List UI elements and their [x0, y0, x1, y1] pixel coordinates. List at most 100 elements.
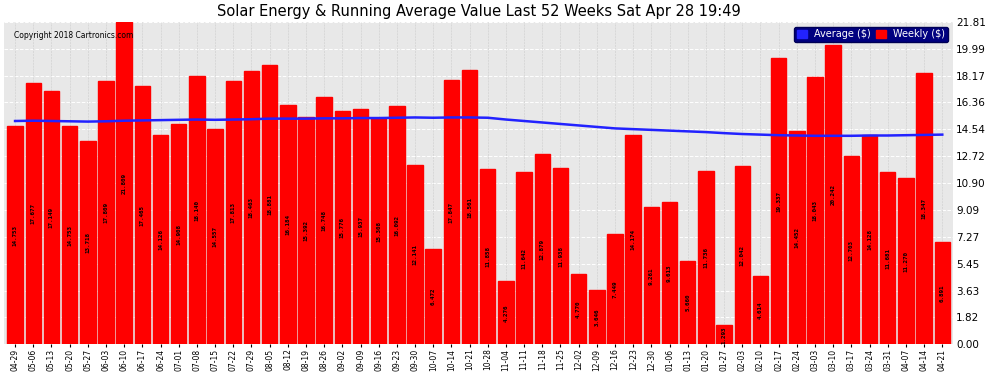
Text: 15.937: 15.937	[358, 216, 363, 237]
Text: 18.881: 18.881	[267, 194, 272, 215]
Text: 14.753: 14.753	[13, 225, 18, 246]
Text: 21.809: 21.809	[122, 172, 127, 194]
Text: 1.293: 1.293	[722, 326, 727, 344]
Bar	[752, 276, 768, 344]
Bar	[552, 168, 568, 344]
Text: 12.042: 12.042	[740, 245, 744, 266]
Text: 16.748: 16.748	[322, 210, 327, 231]
Text: 18.561: 18.561	[467, 196, 472, 217]
Bar	[698, 171, 714, 344]
Text: 14.126: 14.126	[158, 230, 163, 251]
Text: 14.908: 14.908	[176, 224, 181, 245]
Bar	[607, 234, 623, 344]
Bar	[462, 70, 477, 344]
Bar	[644, 207, 659, 344]
Text: 9.613: 9.613	[667, 264, 672, 282]
Text: 14.128: 14.128	[867, 230, 872, 251]
Text: 19.337: 19.337	[776, 191, 781, 212]
Bar	[7, 126, 23, 344]
Text: 18.463: 18.463	[248, 197, 253, 218]
Bar	[771, 58, 786, 344]
Text: 18.347: 18.347	[922, 198, 927, 219]
Bar	[62, 126, 77, 344]
Text: 4.276: 4.276	[504, 304, 509, 321]
Text: 5.660: 5.660	[685, 294, 690, 311]
Bar	[317, 97, 332, 344]
Bar	[717, 325, 732, 344]
Text: 6.472: 6.472	[431, 288, 436, 305]
Bar	[298, 117, 314, 344]
Text: 17.149: 17.149	[49, 207, 53, 228]
Bar	[626, 135, 641, 344]
Text: 7.449: 7.449	[613, 280, 618, 298]
Bar	[226, 81, 241, 344]
Text: 17.813: 17.813	[231, 202, 236, 223]
Text: 11.270: 11.270	[904, 251, 909, 272]
Bar	[862, 135, 877, 344]
Title: Solar Energy & Running Average Value Last 52 Weeks Sat Apr 28 19:49: Solar Energy & Running Average Value Las…	[217, 4, 741, 19]
Text: 11.736: 11.736	[704, 247, 709, 268]
Bar	[807, 78, 823, 344]
Text: 12.703: 12.703	[848, 240, 853, 261]
Bar	[662, 202, 677, 344]
Bar	[917, 73, 932, 344]
Text: 11.858: 11.858	[485, 246, 490, 267]
Text: 6.891: 6.891	[940, 285, 944, 302]
Bar	[135, 86, 150, 344]
Text: 3.646: 3.646	[594, 309, 599, 326]
Bar	[262, 65, 277, 344]
Text: 15.308: 15.308	[376, 220, 381, 242]
Bar	[26, 83, 41, 344]
Text: 16.184: 16.184	[285, 214, 290, 235]
Bar	[207, 129, 223, 344]
Bar	[498, 281, 514, 344]
Bar	[789, 130, 805, 344]
Bar	[735, 166, 750, 344]
Bar	[535, 154, 550, 344]
Bar	[352, 109, 368, 344]
Text: 15.392: 15.392	[304, 220, 309, 241]
Bar	[898, 178, 914, 344]
Text: 18.043: 18.043	[813, 200, 818, 221]
Text: 11.642: 11.642	[522, 248, 527, 269]
Text: 14.174: 14.174	[631, 229, 636, 250]
Bar	[880, 172, 896, 344]
Bar	[371, 118, 386, 344]
Bar	[189, 76, 205, 344]
Text: 12.879: 12.879	[540, 238, 545, 260]
Text: 4.614: 4.614	[758, 302, 763, 319]
Text: 14.557: 14.557	[213, 226, 218, 247]
Bar	[680, 261, 695, 344]
Text: 14.753: 14.753	[67, 225, 72, 246]
Bar	[826, 45, 841, 344]
Bar	[407, 165, 423, 344]
Legend: Average ($), Weekly ($): Average ($), Weekly ($)	[794, 27, 948, 42]
Bar	[44, 91, 59, 344]
Text: 17.847: 17.847	[448, 202, 453, 223]
Text: 12.141: 12.141	[413, 244, 418, 265]
Bar	[117, 22, 132, 344]
Bar	[80, 141, 95, 344]
Text: 17.809: 17.809	[104, 202, 109, 223]
Text: 4.770: 4.770	[576, 300, 581, 318]
Text: 15.776: 15.776	[340, 217, 345, 238]
Bar	[335, 111, 350, 344]
Text: 11.681: 11.681	[885, 248, 890, 268]
Text: 11.938: 11.938	[558, 246, 563, 267]
Bar	[98, 81, 114, 344]
Bar	[171, 124, 186, 344]
Bar	[444, 80, 459, 344]
Bar	[152, 135, 168, 344]
Bar	[480, 169, 495, 344]
Text: 17.465: 17.465	[140, 205, 145, 226]
Text: 13.718: 13.718	[85, 232, 90, 254]
Text: 14.452: 14.452	[794, 227, 799, 248]
Text: 20.242: 20.242	[831, 184, 836, 205]
Bar	[244, 71, 259, 344]
Bar	[843, 156, 859, 344]
Text: 9.261: 9.261	[648, 267, 653, 285]
Bar	[389, 106, 405, 344]
Bar	[426, 249, 441, 344]
Bar	[280, 105, 295, 344]
Text: 16.092: 16.092	[394, 215, 399, 236]
